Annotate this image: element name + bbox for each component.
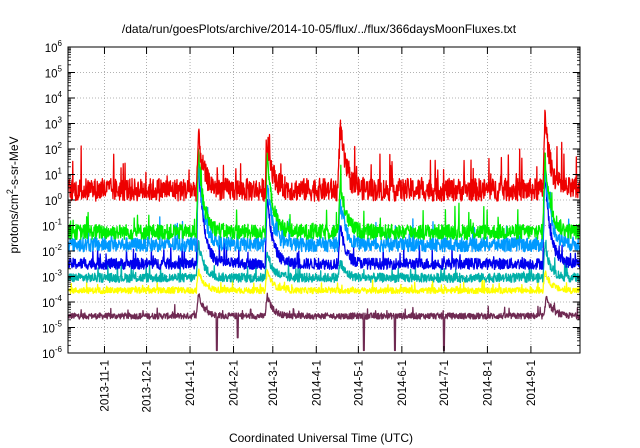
chart-title: /data/run/goesPlots/archive/2014-10-05/f…	[122, 22, 517, 36]
y-tick-label: 100	[45, 192, 63, 208]
plot-border	[67, 46, 581, 354]
y-axis-label: protons/cm2-s-sr-MeV	[5, 136, 21, 253]
x-tick-label: 2014-2-1	[229, 360, 241, 406]
y-tick-label: 10-1	[42, 218, 62, 234]
y-tick-label: 106	[45, 39, 63, 55]
y-axis-label-sup: 2	[5, 189, 15, 194]
y-tick-label: 104	[45, 90, 63, 106]
x-tick-label: 2014-9-1	[526, 360, 538, 406]
grid	[68, 47, 580, 353]
y-axis-label-rest: -s-sr-MeV	[7, 136, 21, 189]
plot-area	[68, 109, 580, 352]
y-axis-tick-labels: 10-6 10-5 10-4 10-3 10-2 10-1 100 101 102 103 104 1…	[42, 39, 62, 361]
x-tick-label: 2013-11-1	[99, 360, 111, 412]
series-line-2	[68, 239, 580, 283]
x-tick-label: 2014-4-1	[311, 360, 323, 406]
x-tick-label: 2014-3-1	[268, 360, 280, 406]
x-tick-label: 2014-8-1	[482, 360, 494, 406]
axes	[67, 46, 581, 354]
series-line-1	[68, 268, 580, 295]
x-tick-label: 2014-7-1	[439, 360, 451, 406]
y-tick-label: 10-5	[42, 320, 62, 336]
y-tick-label: 103	[45, 116, 63, 132]
y-tick-label: 10-4	[42, 294, 62, 310]
y-tick-label: 10-3	[42, 269, 62, 285]
y-tick-label: 10-6	[42, 345, 62, 361]
x-axis-tick-labels: 2013-11-1 2013-12-1 2014-1-1 2014-2-1 2014-3…	[99, 360, 537, 412]
x-axis-label: Coordinated Universal Time (UTC)	[229, 431, 413, 445]
series-line-6	[68, 109, 580, 202]
y-tick-label: 10-2	[42, 243, 62, 259]
series-line-3	[68, 159, 580, 270]
y-tick-label: 101	[45, 167, 63, 183]
y-tick-label: 102	[45, 141, 63, 157]
series-line-5	[68, 147, 580, 241]
x-tick-label: 2014-5-1	[353, 360, 365, 406]
series-line-0	[68, 292, 580, 352]
y-axis-label-base: protons/cm	[7, 194, 21, 253]
y-tick-label: 105	[45, 65, 63, 81]
x-tick-label: 2014-1-1	[185, 360, 197, 406]
series-line-4	[68, 161, 580, 253]
x-tick-label: 2013-12-1	[142, 360, 154, 412]
x-tick-label: 2014-6-1	[397, 360, 409, 406]
